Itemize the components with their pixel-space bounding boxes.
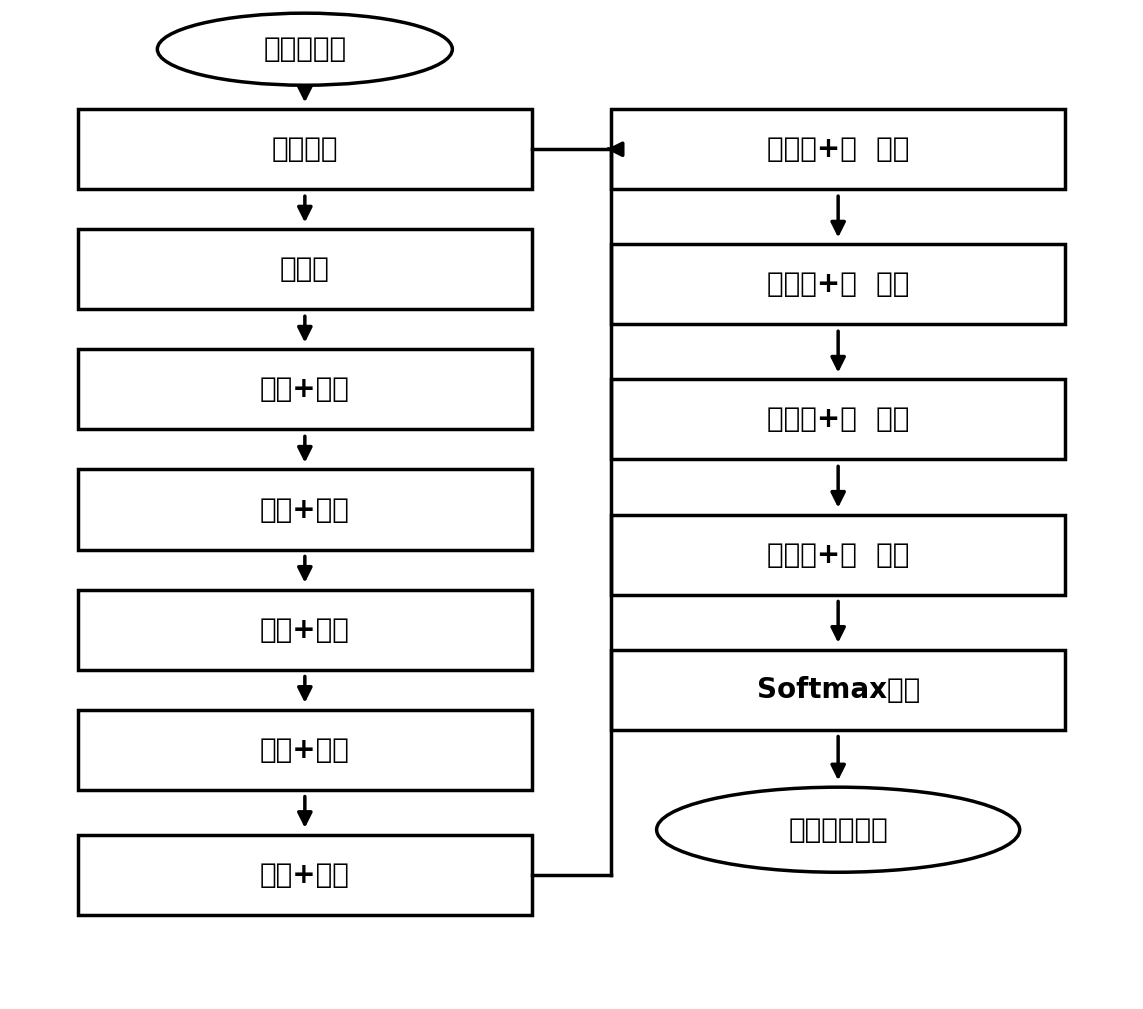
- Text: 反卷积+上  采样: 反卷积+上 采样: [767, 270, 910, 299]
- Text: 反卷积+上  采样: 反卷积+上 采样: [767, 135, 910, 163]
- Bar: [612, 244, 1065, 324]
- Text: 输入样本图: 输入样本图: [263, 35, 346, 64]
- Bar: [78, 709, 531, 790]
- Text: 卷积+池化: 卷积+池化: [259, 861, 350, 889]
- Bar: [78, 349, 531, 430]
- Bar: [612, 109, 1065, 190]
- Text: 图片缩放: 图片缩放: [272, 135, 338, 163]
- Text: 反卷积+上  采样: 反卷积+上 采样: [767, 406, 910, 434]
- Bar: [78, 834, 531, 915]
- Text: 卷积+池化: 卷积+池化: [259, 495, 350, 524]
- Text: 卷积+池化: 卷积+池化: [259, 615, 350, 644]
- Bar: [612, 515, 1065, 594]
- Bar: [612, 650, 1065, 730]
- Text: 卷积+池化: 卷积+池化: [259, 736, 350, 764]
- Bar: [78, 589, 531, 670]
- Text: 卷积+池化: 卷积+池化: [259, 375, 350, 404]
- Bar: [78, 469, 531, 550]
- Bar: [78, 229, 531, 310]
- Text: 归一化: 归一化: [280, 255, 330, 284]
- Ellipse shape: [158, 13, 453, 85]
- Text: 反卷积+上  采样: 反卷积+上 采样: [767, 541, 910, 568]
- Bar: [78, 109, 531, 190]
- Text: Softmax分类: Softmax分类: [757, 676, 920, 703]
- Bar: [612, 379, 1065, 459]
- Ellipse shape: [656, 787, 1020, 872]
- Text: 输出特征结果: 输出特征结果: [789, 815, 888, 844]
